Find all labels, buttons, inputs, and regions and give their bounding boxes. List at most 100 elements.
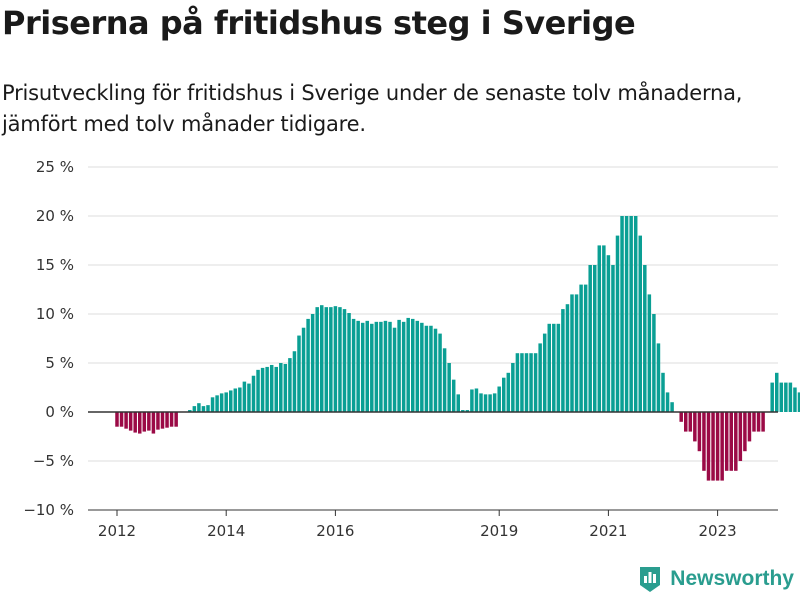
- bar: [479, 393, 483, 412]
- bar: [447, 363, 451, 412]
- bar: [547, 323, 551, 412]
- bar: [265, 366, 269, 412]
- bar: [251, 375, 256, 412]
- bar: [574, 294, 579, 412]
- newsworthy-logo: Newsworthy: [638, 564, 794, 594]
- bar: [734, 412, 738, 471]
- bar: [124, 412, 128, 429]
- bar: [593, 265, 597, 412]
- bar: [474, 388, 479, 412]
- bar: [629, 216, 633, 412]
- y-tick-label: −5 %: [33, 452, 74, 470]
- bar: [301, 327, 306, 412]
- bar: [561, 309, 565, 412]
- bar: [156, 412, 160, 430]
- bar: [529, 353, 533, 412]
- bar: [351, 318, 356, 412]
- bar: [524, 353, 529, 412]
- bar: [711, 412, 715, 481]
- bar: [174, 412, 178, 427]
- bar: [570, 294, 574, 412]
- bar: [219, 393, 224, 412]
- bar: [761, 412, 765, 432]
- bar: [374, 321, 379, 412]
- bar: [397, 319, 401, 412]
- bar: [128, 412, 133, 431]
- bar: [542, 333, 547, 412]
- bar: [633, 216, 638, 412]
- bar: [442, 348, 447, 412]
- x-tick-label: 2016: [316, 522, 354, 540]
- bar: [706, 412, 711, 481]
- bar: [729, 412, 733, 471]
- bar: [192, 406, 197, 412]
- bar-chart: 25 % 20 % 15 % 10 % 5 % 0 % −5 % −10 % 2012 2014…: [23, 158, 800, 540]
- bar: [502, 377, 506, 412]
- bar-chart-logo-icon: [640, 567, 661, 592]
- bar: [461, 410, 465, 412]
- bar: [779, 382, 784, 412]
- bar: [356, 320, 360, 412]
- bar: [775, 372, 779, 412]
- bar: [611, 265, 615, 412]
- bar: [392, 327, 397, 412]
- x-tick-label: 2019: [480, 522, 518, 540]
- bar: [511, 363, 515, 412]
- bar: [565, 304, 570, 412]
- x-tick-label: 2012: [98, 522, 136, 540]
- bar: [310, 314, 315, 412]
- bar: [365, 320, 369, 412]
- bar: [370, 323, 374, 412]
- bar: [724, 412, 729, 471]
- bar: [401, 321, 406, 412]
- bar: [215, 395, 219, 412]
- bar: [138, 412, 142, 434]
- bar: [297, 335, 301, 412]
- y-tick-label: 25 %: [36, 158, 74, 176]
- bar: [288, 358, 292, 412]
- bar: [247, 383, 251, 412]
- bar: [520, 353, 524, 412]
- bar: [229, 390, 233, 412]
- bar: [342, 309, 347, 412]
- bar: [556, 323, 561, 412]
- bar: [347, 313, 351, 412]
- bar: [210, 397, 215, 412]
- bar: [620, 216, 624, 412]
- bar: [242, 381, 247, 412]
- bar: [383, 320, 388, 412]
- bar: [274, 366, 278, 412]
- bar: [279, 363, 283, 412]
- bar: [238, 387, 242, 412]
- bar: [661, 372, 665, 412]
- bar: [579, 284, 583, 412]
- bar: [583, 284, 588, 412]
- bar: [320, 305, 324, 412]
- bar: [333, 306, 338, 412]
- bar: [329, 307, 333, 412]
- bar: [233, 388, 238, 412]
- bar: [197, 403, 201, 412]
- bar: [269, 364, 274, 412]
- bar: [260, 367, 265, 412]
- page-subtitle: Prisutveckling för fritidshus i Sverige …: [2, 81, 743, 136]
- bar: [738, 412, 743, 461]
- bar: [747, 412, 752, 442]
- bar: [743, 412, 747, 452]
- bar: [506, 372, 511, 412]
- bar: [379, 321, 383, 412]
- page-title: Priserna på fritidshus steg i Sverige: [2, 4, 636, 42]
- bar: [388, 321, 392, 412]
- bar: [679, 412, 683, 422]
- bar: [597, 245, 602, 412]
- bar: [602, 245, 606, 412]
- bar: [406, 317, 410, 412]
- bar: [702, 412, 706, 471]
- bar: [784, 382, 788, 412]
- bar: [206, 405, 210, 412]
- bar: [256, 369, 260, 412]
- x-axis: 2012201420162019202120232025: [88, 509, 778, 540]
- bar: [588, 265, 592, 412]
- bar: [752, 412, 756, 432]
- bar: [652, 314, 656, 412]
